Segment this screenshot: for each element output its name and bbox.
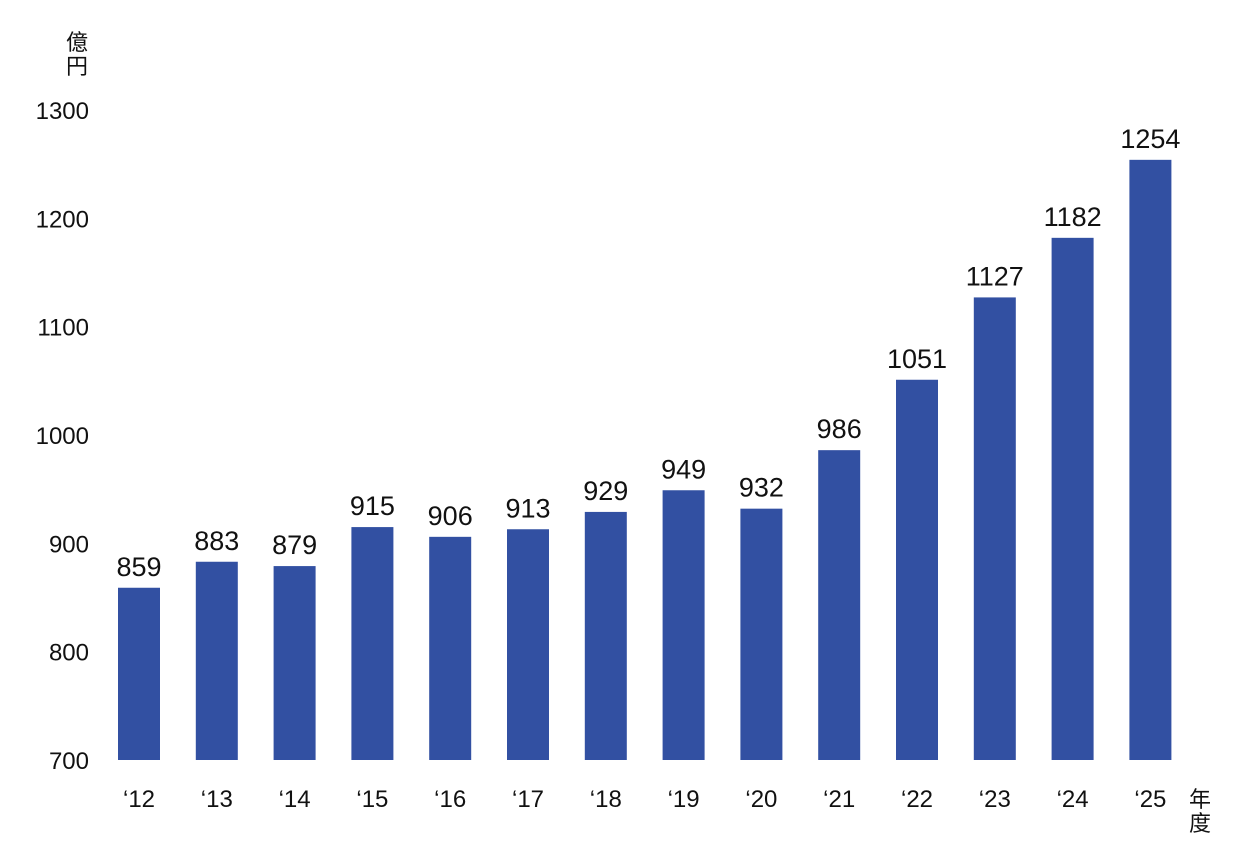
x-tick-label: ‘12 (123, 786, 155, 813)
bar-value-label: 915 (350, 491, 395, 521)
bar-value-label: 1254 (1120, 124, 1180, 154)
x-tick-label: ‘20 (745, 786, 777, 813)
y-tick-label: 900 (49, 531, 89, 558)
bar (118, 587, 160, 760)
bar (896, 379, 938, 760)
x-tick-label: ‘13 (201, 786, 233, 813)
y-tick-label: 1300 (36, 98, 89, 125)
x-tick-label: ‘16 (434, 786, 466, 813)
bar (507, 529, 549, 760)
x-axis-unit-label: 年度 (1189, 788, 1211, 837)
data-labels: 859 883 879 915 906 913 929 949 932 986 1051 1127 11… (116, 124, 1180, 582)
bar (1129, 159, 1172, 761)
x-axis-unit: 年度 (1189, 788, 1211, 837)
x-tick-label: ‘18 (590, 786, 622, 813)
bar (195, 561, 238, 760)
bar (351, 527, 394, 760)
x-tick-label: ‘25 (1134, 786, 1166, 813)
bar-value-label: 1182 (1044, 202, 1102, 232)
bar-value-label: 906 (428, 501, 473, 531)
x-tick-label: ‘22 (901, 786, 933, 813)
bar (1051, 237, 1094, 761)
bar-value-label: 883 (194, 526, 239, 556)
x-tick-label: ‘24 (1057, 786, 1089, 813)
y-axis-ticks: 700 800 900 1000 1100 1200 1300 (36, 98, 89, 775)
bar-value-label: 932 (739, 473, 784, 503)
bar (973, 297, 1016, 760)
bar (584, 511, 627, 760)
x-tick-label: ‘17 (512, 786, 544, 813)
bar-value-label: 986 (817, 414, 862, 444)
y-axis-unit-label: 億円 (66, 31, 88, 80)
bar (818, 450, 861, 760)
x-tick-label: ‘14 (279, 786, 311, 813)
bar-value-label: 879 (272, 530, 317, 560)
x-tick-label: ‘21 (823, 786, 855, 813)
y-tick-label: 1200 (36, 206, 89, 233)
bar (662, 490, 705, 760)
y-axis-unit: 億円 (66, 31, 88, 80)
bar (740, 508, 783, 760)
bar-value-label: 913 (505, 493, 550, 523)
bar-value-label: 1051 (887, 344, 947, 374)
x-tick-label: ‘15 (356, 786, 388, 813)
x-axis-ticks: ‘12 ‘13 ‘14 ‘15 ‘16 ‘17 ‘18 ‘19 ‘20 ‘21 ‘22 ‘23 ‘24 ‘… (123, 786, 1166, 813)
bar (429, 536, 472, 760)
x-tick-label: ‘19 (668, 786, 700, 813)
bars (118, 159, 1172, 761)
y-tick-label: 700 (49, 748, 89, 775)
y-tick-label: 800 (49, 640, 89, 667)
bar (273, 566, 316, 760)
y-tick-label: 1000 (36, 423, 89, 450)
y-tick-label: 1100 (37, 315, 89, 342)
x-tick-label: ‘23 (979, 786, 1011, 813)
bar-value-label: 949 (661, 454, 706, 484)
bar-value-label: 929 (583, 476, 628, 506)
bar-value-label: 1127 (966, 261, 1024, 291)
bar-value-label: 859 (116, 552, 161, 582)
